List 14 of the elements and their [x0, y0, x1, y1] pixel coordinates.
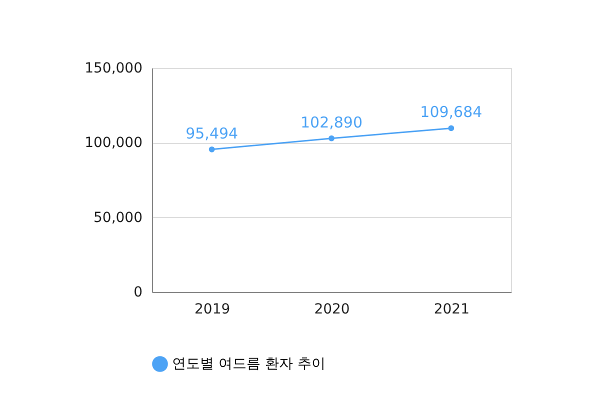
x-tick-label: 2020 [314, 302, 350, 318]
point [448, 125, 454, 132]
x-tick-label: 2021 [434, 302, 470, 318]
point [328, 135, 334, 142]
data-label: 109,684 [420, 103, 482, 122]
data-label: 95,494 [186, 124, 238, 142]
data-label: 102,890 [300, 113, 363, 132]
x-tick-label: 2019 [194, 302, 230, 318]
y-tick-label: 150,000 [84, 60, 142, 76]
y-tick-label: 0 [134, 284, 142, 300]
point [208, 146, 215, 152]
y-tick-label: 100,000 [84, 135, 142, 152]
legend-label: 연도별 여드름 환자 추이 [172, 356, 326, 372]
y-tick-label: 50,000 [94, 210, 142, 226]
